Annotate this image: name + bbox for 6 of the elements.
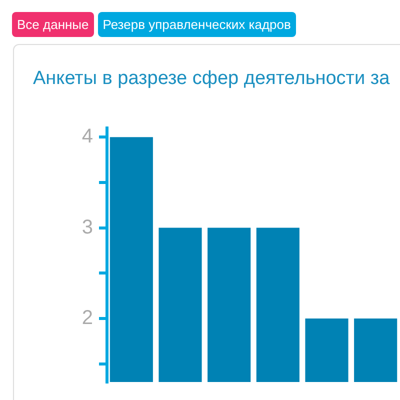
y-tick-label: 4: [82, 126, 93, 148]
y-tick-label: 2: [82, 307, 93, 330]
y-tick-label: 3: [82, 216, 93, 238]
text: Резерв управленческих кадров: [98, 12, 296, 37]
text: Все данные: [12, 12, 94, 37]
chart-title: Анкеты в разрезе сфер деятельности за: [33, 68, 390, 90]
